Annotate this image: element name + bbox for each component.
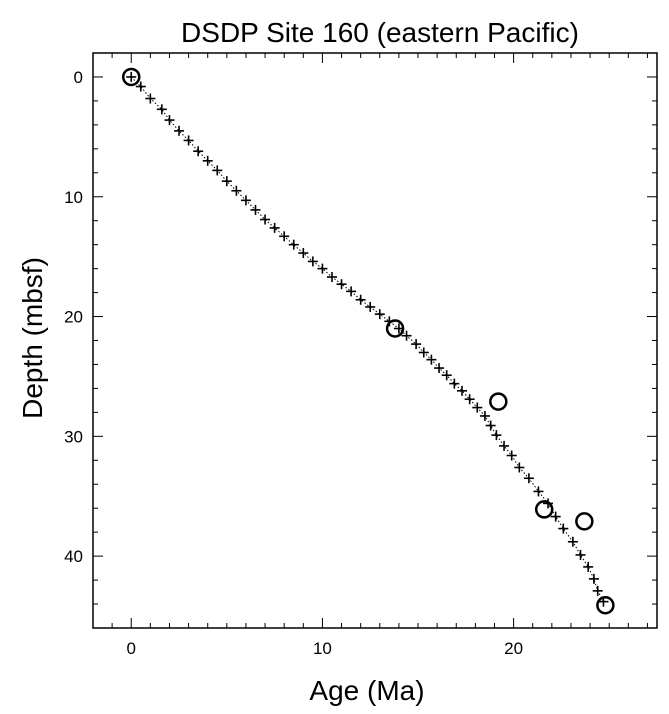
circle-marker [534,500,554,519]
plus-marker [174,125,185,136]
circle-marker [385,319,405,338]
plus-marker [464,394,475,405]
circle-marker [121,67,141,87]
plus-marker [533,486,544,497]
data-points [121,67,615,615]
y-tick-label: 0 [74,68,83,87]
plus-marker [221,176,232,187]
plus-marker [426,354,437,365]
plus-marker [164,115,175,126]
plus-marker [588,573,599,584]
x-tick-label: 0 [127,639,136,658]
plus-marker [250,204,261,215]
plus-marker [336,279,347,290]
circle-marker [575,512,594,531]
plus-marker [365,301,376,312]
plus-marker [135,81,146,92]
plus-marker [374,309,385,320]
plus-marker [401,330,412,341]
x-tick-label: 10 [313,639,332,658]
plus-marker [355,294,366,305]
plus-marker [260,214,271,225]
axis-tick-labels: 0 10 20 0 10 20 30 40 [64,68,523,658]
plus-marker [449,378,460,389]
plus-marker [183,135,194,146]
plus-marker [441,370,452,381]
plus-marker [288,239,299,250]
plus-marker [326,272,337,283]
circle-marker [489,392,508,411]
plus-marker [411,339,422,350]
plus-marker [156,104,167,115]
y-tick-label: 10 [64,188,83,207]
y-tick-label: 40 [64,547,83,566]
plus-marker [231,185,242,196]
x-tick-label: 20 [504,639,523,658]
plus-marker [499,440,510,451]
plus-marker [592,585,603,596]
plus-marker [126,71,137,82]
chart-title: DSDP Site 160 (eastern Pacific) [181,17,579,48]
plus-marker [491,430,502,441]
axis-ticks [92,53,657,629]
plus-marker [575,549,586,560]
y-axis-label: Depth (mbsf) [17,257,48,419]
plus-marker [202,155,213,166]
plus-marker [558,523,569,534]
plus-marker [479,410,490,421]
y-tick-label: 20 [64,308,83,327]
circle-marker [596,595,615,615]
plus-marker [550,511,561,522]
plus-marker [523,473,534,484]
plus-marker [472,402,483,413]
plus-marker [269,222,280,233]
plus-marker [583,561,594,572]
y-tick-label: 30 [64,427,83,446]
plus-marker [279,231,290,242]
plus-marker [567,536,578,547]
plus-marker [506,450,517,461]
plus-marker [485,420,496,431]
plus-marker [456,385,467,396]
plus-marker [193,146,204,157]
age-depth-line [130,76,604,602]
plus-marker [307,256,318,267]
plus-marker [317,263,328,274]
plus-marker [514,462,525,473]
plus-marker [212,165,223,176]
plus-marker [346,286,357,297]
plus-marker [418,347,429,358]
x-axis-label: Age (Ma) [309,675,424,706]
plus-marker [145,93,156,104]
plus-marker [434,363,445,374]
plus-marker [298,248,309,259]
plus-marker [240,195,251,206]
